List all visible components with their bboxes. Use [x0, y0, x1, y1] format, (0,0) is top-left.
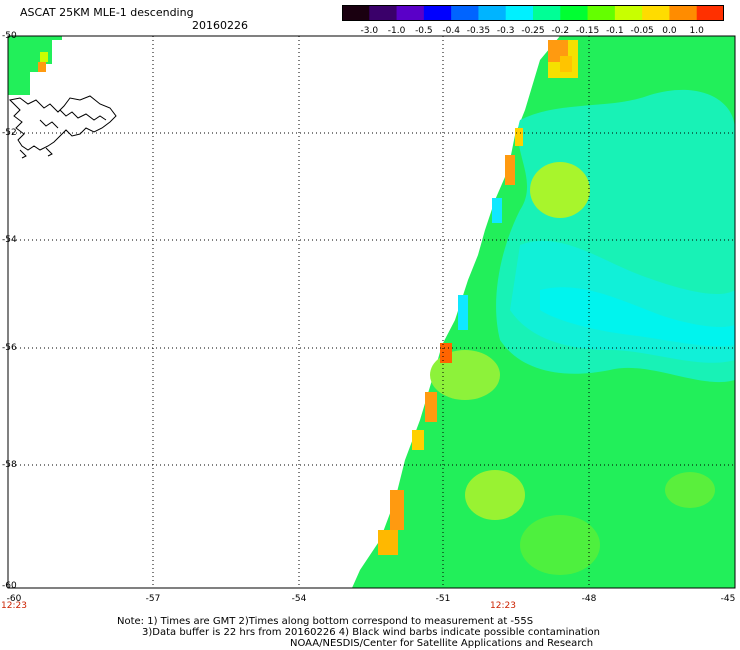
product-title: ASCAT 25KM MLE-1 descending — [20, 6, 194, 19]
colorbar-swatch — [423, 5, 452, 21]
colorbar-swatch — [369, 5, 398, 21]
colorbar-swatch — [587, 5, 616, 21]
product-date: 20160226 — [192, 19, 248, 32]
colorbar-swatch — [342, 5, 370, 21]
time-label: 12:23 — [1, 601, 27, 611]
colorbar-tick-label: -0.35 — [466, 26, 491, 36]
lon-label: -48 — [581, 594, 597, 604]
colorbar-tick-label: -0.5 — [415, 26, 433, 36]
colorbar-tick-label: -0.2 — [551, 26, 570, 36]
data-patch-northwest — [8, 36, 62, 95]
colorbar-swatch — [396, 5, 425, 21]
colorbar-swatch — [642, 5, 670, 21]
map-frame — [7, 35, 736, 589]
colorbar-swatch — [478, 5, 507, 21]
graticule — [8, 36, 735, 588]
colorbar-tick-label: -1.0 — [387, 26, 406, 36]
colorbar-tick-label: -0.15 — [575, 26, 600, 36]
colorbar-tick-label: -0.05 — [630, 26, 654, 36]
note-line-3: NOAA/NESDIS/Center for Satellite Applica… — [290, 638, 594, 649]
colorbar-swatch — [669, 5, 698, 21]
colorbar-swatch — [614, 5, 643, 21]
lat-label: -50 — [2, 31, 17, 41]
colorbar-swatch — [533, 5, 561, 21]
lon-label: -57 — [145, 594, 161, 604]
data-swath — [352, 36, 735, 588]
colorbar-tick-label: -0.25 — [521, 26, 545, 36]
note-line-2: 3)Data buffer is 22 hrs from 20160226 4)… — [142, 627, 600, 638]
lon-label: -45 — [720, 594, 736, 604]
note-line-1: Note: 1) Times are GMT 2)Times along bot… — [117, 616, 534, 627]
colorbar-tick-label: -0.3 — [496, 26, 515, 36]
coastline-falklands — [8, 95, 117, 159]
colorbar-tick-label: -0.1 — [606, 26, 624, 36]
lon-label: -60 — [6, 594, 22, 604]
lon-label: -54 — [291, 594, 307, 604]
colorbar — [342, 5, 724, 21]
colorbar-tick-label: -3.0 — [360, 26, 379, 36]
time-label: 12:23 — [490, 601, 516, 611]
colorbar-tick-label: 1.0 — [689, 26, 704, 36]
colorbar-swatch — [451, 5, 479, 21]
lat-label: -54 — [2, 235, 17, 245]
colorbar-tick-label: -0.4 — [442, 26, 460, 36]
lat-label: -60 — [2, 581, 17, 591]
lat-label: -56 — [2, 343, 17, 353]
colorbar-swatch — [560, 5, 589, 21]
lat-label: -52 — [2, 128, 17, 138]
colorbar-tick-label: 0.0 — [662, 26, 677, 36]
lat-label: -58 — [2, 460, 17, 470]
lon-label: -51 — [435, 594, 451, 604]
colorbar-swatch — [505, 5, 534, 21]
colorbar-swatch — [696, 5, 724, 21]
